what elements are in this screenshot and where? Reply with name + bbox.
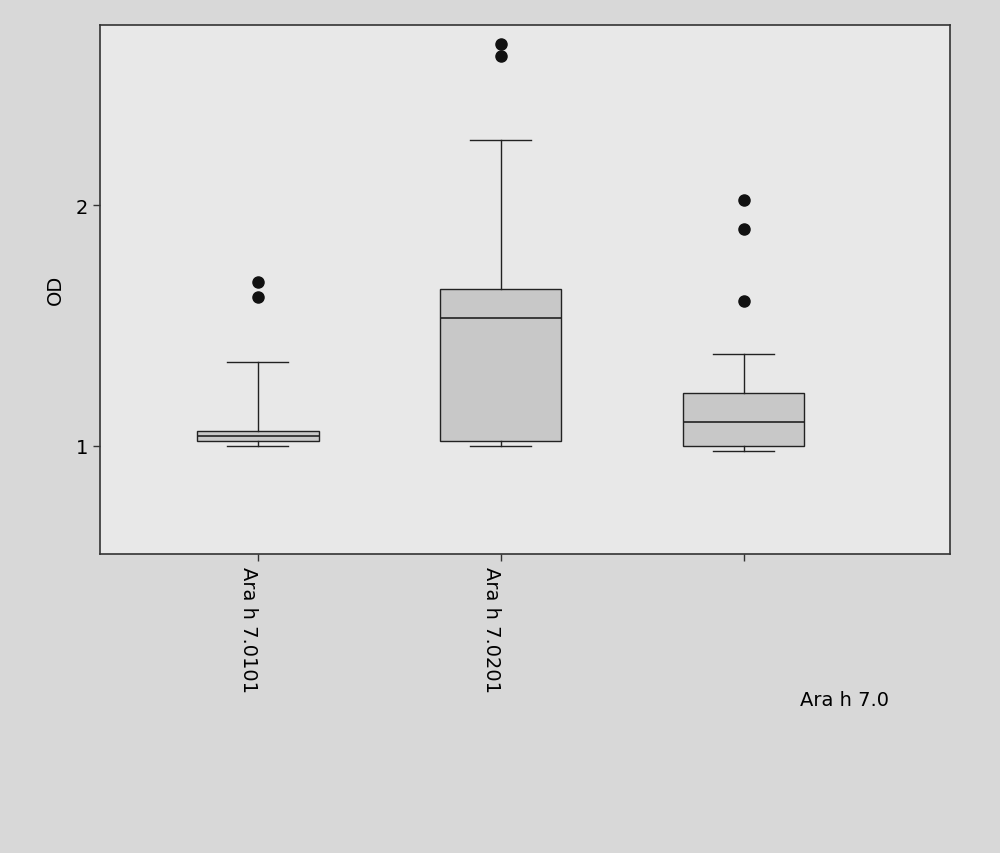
PathPatch shape [197, 432, 319, 442]
PathPatch shape [683, 393, 804, 446]
Text: Ara h 7.0: Ara h 7.0 [800, 690, 889, 709]
Y-axis label: OD: OD [46, 275, 65, 305]
PathPatch shape [440, 290, 561, 442]
